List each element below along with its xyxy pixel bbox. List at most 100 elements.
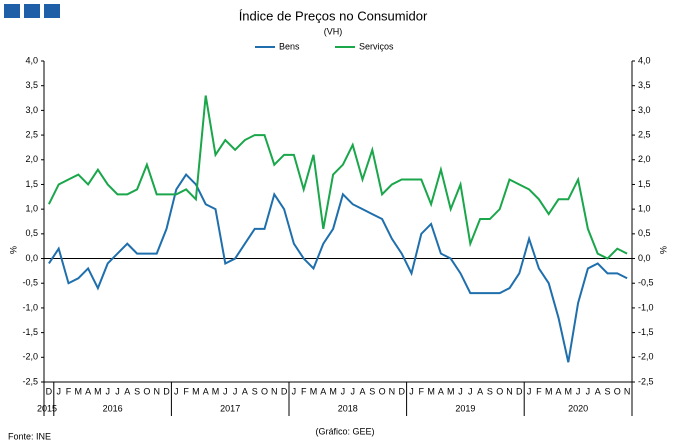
logo-square: [24, 4, 40, 18]
x-tick-label: A: [242, 386, 248, 396]
x-tick-label: O: [496, 386, 503, 396]
y2-tick-label: -0,5: [638, 278, 654, 288]
y-axis-label: %: [8, 246, 18, 254]
x-tick-label: O: [261, 386, 268, 396]
year-label: 2016: [103, 403, 123, 413]
year-label: 2020: [568, 403, 588, 413]
y-tick-label: -0,5: [22, 278, 38, 288]
x-tick-label: S: [252, 386, 258, 396]
x-tick-label: A: [477, 386, 483, 396]
x-tick-label: S: [369, 386, 375, 396]
y2-tick-label: 3,0: [638, 105, 651, 115]
y2-tick-label: 1,5: [638, 179, 651, 189]
x-tick-label: J: [223, 386, 228, 396]
y-tick-label: 2,5: [25, 129, 38, 139]
y-tick-label: 3,5: [25, 80, 38, 90]
y2-tick-label: -2,5: [638, 376, 654, 386]
credit: (Gráfico: GEE): [315, 426, 374, 436]
x-tick-label: A: [320, 386, 326, 396]
x-tick-label: M: [310, 386, 318, 396]
y-tick-label: 3,0: [25, 105, 38, 115]
x-tick-label: M: [75, 386, 83, 396]
x-tick-label: D: [398, 386, 405, 396]
x-tick-label: J: [468, 386, 473, 396]
x-tick-label: A: [203, 386, 209, 396]
x-tick-label: N: [506, 386, 513, 396]
x-tick-label: N: [271, 386, 278, 396]
y-tick-label: -2,0: [22, 352, 38, 362]
x-tick-label: J: [115, 386, 120, 396]
x-tick-label: N: [624, 386, 631, 396]
logo-square: [4, 4, 20, 18]
x-tick-label: A: [595, 386, 601, 396]
x-tick-label: O: [379, 386, 386, 396]
x-tick-label: J: [233, 386, 238, 396]
x-tick-label: D: [281, 386, 288, 396]
x-tick-label: F: [183, 386, 189, 396]
x-tick-label: A: [359, 386, 365, 396]
legend-label: Bens: [279, 41, 300, 51]
x-tick-label: M: [192, 386, 200, 396]
series-line: [48, 173, 628, 363]
logo-square: [44, 4, 60, 18]
y2-tick-label: 3,5: [638, 80, 651, 90]
x-tick-label: J: [292, 386, 297, 396]
y2-tick-label: -1,5: [638, 327, 654, 337]
y-tick-label: 1,0: [25, 204, 38, 214]
x-tick-label: S: [134, 386, 140, 396]
y-tick-label: 2,0: [25, 154, 38, 164]
x-tick-label: M: [329, 386, 337, 396]
y2-tick-label: 1,0: [638, 204, 651, 214]
x-tick-label: M: [427, 386, 435, 396]
y-tick-label: -1,0: [22, 302, 38, 312]
y2-tick-label: 0,5: [638, 228, 651, 238]
x-tick-label: A: [85, 386, 91, 396]
year-label: 2019: [455, 403, 475, 413]
y-tick-label: -1,5: [22, 327, 38, 337]
y2-tick-label: 0,0: [638, 253, 651, 263]
x-tick-label: M: [545, 386, 553, 396]
y-tick-label: -2,5: [22, 376, 38, 386]
x-tick-label: D: [163, 386, 170, 396]
chart-title: Índice de Preços no Consumidor: [239, 8, 428, 23]
x-tick-label: J: [341, 386, 346, 396]
x-tick-label: F: [66, 386, 72, 396]
y-tick-label: 0,0: [25, 253, 38, 263]
x-tick-label: J: [527, 386, 532, 396]
x-tick-label: A: [438, 386, 444, 396]
year-label: 2015: [37, 403, 57, 413]
y-axis-label: %: [658, 246, 668, 254]
y2-tick-label: 2,5: [638, 129, 651, 139]
x-tick-label: S: [487, 386, 493, 396]
x-tick-label: J: [458, 386, 463, 396]
source: Fonte: INE: [8, 431, 51, 441]
y-tick-label: 1,5: [25, 179, 38, 189]
y2-tick-label: -2,0: [638, 352, 654, 362]
x-tick-label: S: [604, 386, 610, 396]
x-tick-label: A: [555, 386, 561, 396]
x-tick-label: J: [576, 386, 581, 396]
series-line: [48, 95, 628, 260]
y2-tick-label: 4,0: [638, 55, 651, 65]
x-tick-label: A: [124, 386, 130, 396]
year-label: 2018: [338, 403, 358, 413]
y-tick-label: 4,0: [25, 55, 38, 65]
x-tick-label: D: [516, 386, 523, 396]
x-tick-label: M: [447, 386, 455, 396]
x-tick-label: O: [614, 386, 621, 396]
x-tick-label: F: [301, 386, 307, 396]
y-tick-label: 0,5: [25, 228, 38, 238]
x-tick-label: F: [419, 386, 425, 396]
x-tick-label: J: [350, 386, 355, 396]
x-tick-label: M: [94, 386, 102, 396]
legend-label: Serviços: [359, 41, 394, 51]
x-tick-label: D: [46, 386, 53, 396]
x-tick-label: J: [586, 386, 591, 396]
x-tick-label: J: [105, 386, 110, 396]
x-tick-label: N: [389, 386, 396, 396]
x-tick-label: J: [56, 386, 61, 396]
x-tick-label: F: [536, 386, 542, 396]
x-tick-label: N: [153, 386, 160, 396]
y2-tick-label: -1,0: [638, 302, 654, 312]
